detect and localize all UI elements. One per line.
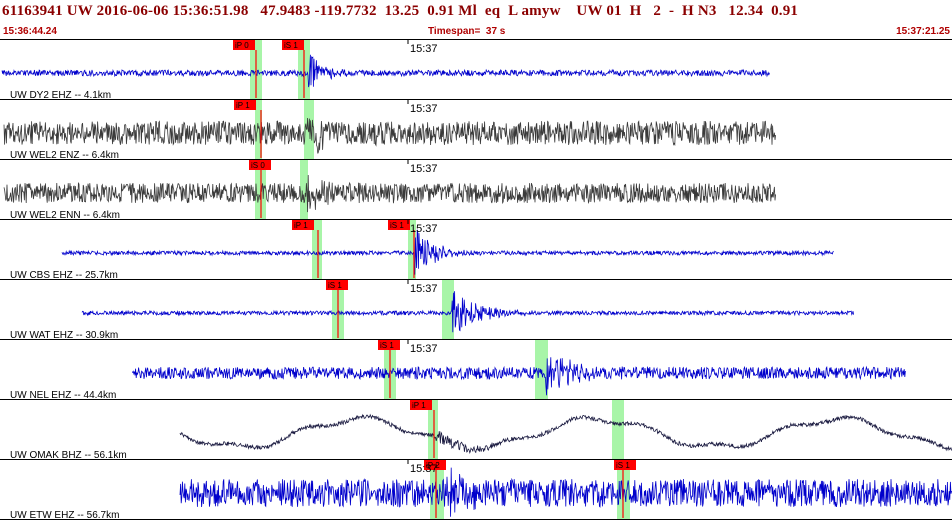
pick-label: iP 1 <box>412 401 426 410</box>
pick-label-box <box>378 340 400 350</box>
pick-window <box>612 400 624 460</box>
channel-row[interactable]: iP 2 iS 1 15:37 UW ETW EHZ -- 56.7km <box>0 460 952 520</box>
waveform-trace <box>61 229 834 275</box>
pick-label-box <box>249 160 271 170</box>
pick-label-box <box>614 460 636 470</box>
pick-window <box>442 280 454 340</box>
start-time: 15:36:44.24 <box>3 26 57 37</box>
pick-label: iS 1 <box>380 341 394 350</box>
time-tick-label: 15:37 <box>410 163 438 175</box>
pick-label: iP 2 <box>426 461 440 470</box>
pick-label: iS 1 <box>328 281 342 290</box>
time-tick-label: 15:37 <box>410 463 438 475</box>
pick-label-box <box>234 100 256 110</box>
time-tick-label: 15:37 <box>410 103 438 115</box>
pick-label: iP 1 <box>236 101 250 110</box>
pick-label: iP 0 <box>235 41 249 50</box>
channel-label: UW OMAK BHZ -- 56.1km <box>10 450 127 461</box>
waveform-trace <box>3 174 776 213</box>
time-tick-label: 15:37 <box>410 283 438 295</box>
pick-label-box <box>292 220 314 230</box>
channel-row[interactable]: iS 0 15:37 UW WEL2 ENN -- 6.4km <box>0 160 952 221</box>
pick-label: iS 1 <box>390 221 404 230</box>
pick-label: iS 0 <box>251 161 265 170</box>
pick-label-box <box>233 40 255 50</box>
channel-row[interactable]: iP 1 UW OMAK BHZ -- 56.1km <box>0 400 952 461</box>
channel-label: UW DY2 EHZ -- 4.1km <box>10 90 111 101</box>
event-title: 61163941 UW 2016-06-06 15:36:51.98 47.94… <box>2 3 799 19</box>
channel-row[interactable]: iP 1 iS 1 15:37 UW CBS EHZ -- 25.7km <box>0 220 952 281</box>
seismogram-panel[interactable]: iP 0 iS 1 15:37 UW DY2 EHZ -- 4.1km iP 1 15:3… <box>0 40 952 520</box>
timespan-label: Timespan= 37 s <box>428 26 506 37</box>
time-bar: 15:36:44.24 Timespan= 37 s 15:37:21.25 <box>0 25 952 40</box>
pick-label: iP 1 <box>294 221 308 230</box>
pick-window <box>255 100 262 160</box>
waveform-trace <box>179 413 952 454</box>
waveform-trace <box>81 291 854 333</box>
waveform-trace <box>3 117 776 154</box>
pick-label-box <box>326 280 348 290</box>
waveform-trace <box>179 467 952 517</box>
time-tick-label: 15:37 <box>410 223 438 235</box>
channel-row[interactable]: iP 0 iS 1 15:37 UW DY2 EHZ -- 4.1km <box>0 40 952 101</box>
pick-window <box>300 160 308 220</box>
waveform-trace <box>1 54 770 88</box>
channel-label: UW WAT EHZ -- 30.9km <box>10 330 118 341</box>
pick-window <box>312 220 322 280</box>
end-time: 15:37:21.25 <box>896 26 950 37</box>
channel-label: UW CBS EHZ -- 25.7km <box>10 270 118 281</box>
channel-label: UW NEL EHZ -- 44.4km <box>10 390 116 401</box>
pick-label: iS 1 <box>616 461 630 470</box>
waveform-trace <box>131 357 906 396</box>
window-header: 61163941 UW 2016-06-06 15:36:51.98 47.94… <box>0 0 952 40</box>
channel-label: UW WEL2 ENN -- 6.4km <box>10 210 120 221</box>
channel-row[interactable]: iP 1 15:37 UW WEL2 ENZ -- 6.4km <box>0 100 952 161</box>
channel-label: UW WEL2 ENZ -- 6.4km <box>10 150 119 161</box>
pick-window <box>428 400 438 460</box>
pick-label-box <box>410 400 432 410</box>
pick-label-box <box>388 220 410 230</box>
pick-label: iS 1 <box>284 41 298 50</box>
channel-label: UW ETW EHZ -- 56.7km <box>10 510 119 520</box>
channel-row[interactable]: iS 1 15:37 UW NEL EHZ -- 44.4km <box>0 340 952 401</box>
time-tick-label: 15:37 <box>410 43 438 55</box>
pick-label-box <box>424 460 446 470</box>
channel-row[interactable]: iS 1 15:37 UW WAT EHZ -- 30.9km <box>0 280 952 341</box>
pick-window <box>408 220 416 280</box>
time-tick-label: 15:37 <box>410 343 438 355</box>
pick-label-box <box>282 40 304 50</box>
